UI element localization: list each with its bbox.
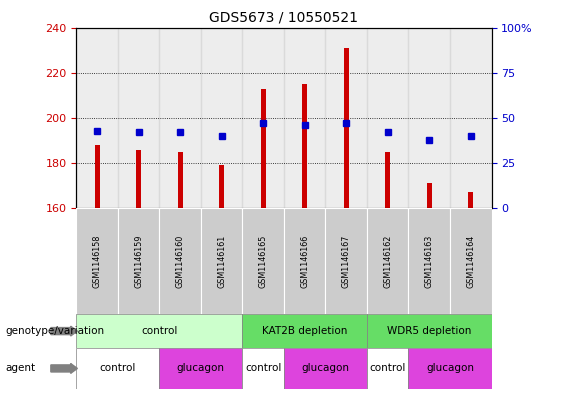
Bar [94,145,99,208]
Text: genotype/variation: genotype/variation [6,326,105,336]
Bar [201,208,242,314]
Bar [325,28,367,208]
Text: GSM1146161: GSM1146161 [217,235,226,288]
Text: GSM1146165: GSM1146165 [259,235,268,288]
Bar [76,314,242,348]
Text: control: control [99,364,136,373]
Bar [284,348,367,389]
Bar [367,208,408,314]
Text: glucagon: glucagon [302,364,349,373]
Bar [136,149,141,208]
Bar [408,28,450,208]
Text: agent: agent [6,364,36,373]
Bar [242,28,284,208]
Bar [302,84,307,208]
Text: GSM1146164: GSM1146164 [466,235,475,288]
Bar [159,28,201,208]
Bar [159,348,242,389]
Bar [367,314,492,348]
Bar [177,152,182,208]
Text: KAT2B depletion: KAT2B depletion [262,326,347,336]
Bar [450,208,492,314]
Title: GDS5673 / 10550521: GDS5673 / 10550521 [210,11,358,25]
Bar [408,208,450,314]
Text: GSM1146160: GSM1146160 [176,235,185,288]
Bar [325,208,367,314]
Bar [450,28,492,208]
Text: control: control [245,364,281,373]
Bar [76,28,118,208]
Bar [367,28,408,208]
Bar [344,48,349,208]
Bar [427,184,432,208]
Bar [118,28,159,208]
Text: GSM1146162: GSM1146162 [383,235,392,288]
Bar [367,348,408,389]
Bar [242,348,284,389]
Text: glucagon: glucagon [177,364,225,373]
Bar [284,28,325,208]
Text: GSM1146158: GSM1146158 [93,235,102,288]
Bar [468,193,473,208]
Bar [284,208,325,314]
Bar [159,208,201,314]
Text: control: control [141,326,177,336]
Text: WDR5 depletion: WDR5 depletion [387,326,471,336]
Bar [385,152,390,208]
Text: GSM1146167: GSM1146167 [342,235,351,288]
Bar [76,348,159,389]
Bar [408,348,492,389]
Bar [201,28,242,208]
Text: glucagon: glucagon [426,364,474,373]
Text: GSM1146163: GSM1146163 [425,235,434,288]
Bar [118,208,159,314]
Text: GSM1146166: GSM1146166 [300,235,309,288]
Bar [260,88,266,208]
Text: GSM1146159: GSM1146159 [134,235,143,288]
Text: control: control [370,364,406,373]
Bar [76,208,118,314]
Bar [219,165,224,208]
Bar [242,208,284,314]
Bar [242,314,367,348]
